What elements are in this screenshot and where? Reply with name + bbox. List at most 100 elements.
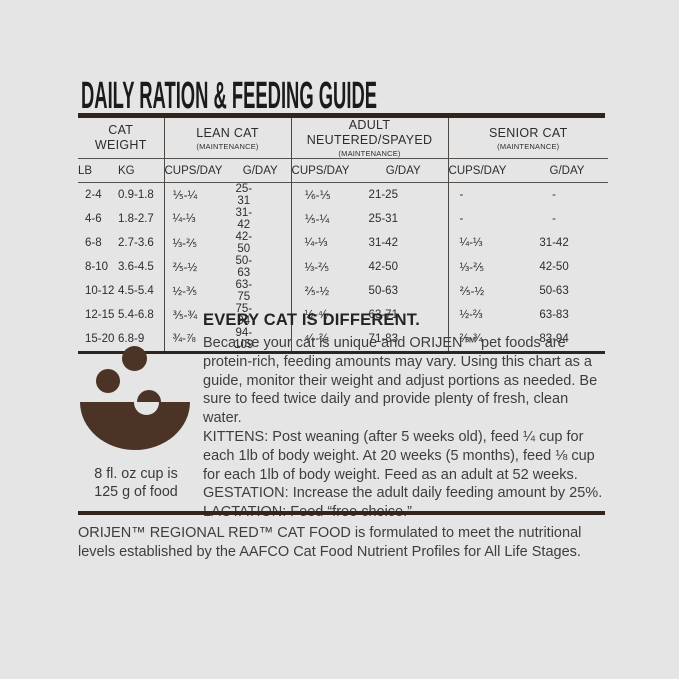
bowl-notch [134, 402, 159, 415]
cell-lb: 6-8 [85, 237, 102, 249]
cell-adult-cups: ⅓-⅖ [290, 255, 360, 279]
cell-lean-cups: ⅕-¼ [163, 182, 230, 207]
page-title-text: DAILY RATION & FEEDING GUIDE [81, 79, 377, 113]
column-header-senior-cups: CUPS/DAY [447, 158, 527, 183]
group-header-cat-weight: CAT WEIGHT [78, 118, 164, 159]
cell-adult-g: 63-71 [368, 309, 398, 321]
cell-lean-g: 25-31 [235, 183, 253, 207]
table-row: 6-8 2.7-3.6 ⅓-⅖ 42-50 ¼-⅓ 31-42 ¼-⅓ 31-42 [78, 231, 608, 255]
cell-lean-cups: ⅗-¾ [163, 303, 230, 327]
aafco-statement: ORIJEN™ REGIONAL RED™ CAT FOOD is formul… [78, 525, 582, 560]
column-header-row: LB KG CUPS/DAY G/DAY CUPS/DAY G/DAY CUPS… [78, 158, 609, 183]
cell-kg: 5.4-6.8 [118, 309, 154, 321]
cell-adult-cups: ½-⁴⁄₇ [290, 303, 360, 327]
cell-kg: 2.7-3.6 [118, 237, 154, 249]
cell-adult-cups: ⅕-¼ [290, 207, 360, 231]
cell-lean-g: 31-42 [235, 207, 253, 231]
cell-lean-g: 50-63 [235, 255, 253, 279]
cell-senior-g: - [552, 213, 556, 225]
cell-adult-cups: ⁴⁄₇-⅔ [290, 327, 360, 351]
cell-lb: 10-12 [85, 285, 115, 297]
cell-senior-g: 31-42 [539, 237, 569, 249]
group-sublabel: (MAINTENANCE) [338, 149, 401, 158]
cell-lean-cups: ½-⅗ [163, 279, 230, 303]
cell-senior-g: 42-50 [539, 261, 569, 273]
cell-adult-g: 25-31 [368, 213, 398, 225]
cell-senior-cups: ½-⅔ [447, 303, 527, 327]
cell-lean-cups: ⅖-½ [163, 255, 230, 279]
cell-adult-cups: ⅙-⅕ [290, 182, 360, 207]
column-header-lb: LB [78, 164, 93, 177]
cell-senior-g: 83-94 [539, 333, 569, 345]
cell-senior-cups: ¼-⅓ [447, 231, 527, 255]
cell-lb: 2-4 [85, 189, 102, 201]
cell-lean-g: 63-75 [235, 279, 253, 303]
cell-lb: 12-15 [85, 309, 115, 321]
cell-adult-g: 31-42 [368, 237, 398, 249]
cell-adult-g: 21-25 [368, 189, 398, 201]
kibble-icon [137, 390, 161, 402]
cell-senior-g: 63-83 [539, 309, 569, 321]
table-row: 8-10 3.6-4.5 ⅖-½ 50-63 ⅓-⅖ 42-50 ⅓-⅖ 42-50 [78, 255, 608, 279]
group-sublabel: (MAINTENANCE) [196, 141, 259, 151]
table-row: 2-4 0.9-1.8 ⅕-¼ 25-31 ⅙-⅕ 21-25 - - [78, 182, 608, 207]
cup-note-line2: 125 g of food [94, 483, 178, 500]
column-header-kg: KG [118, 164, 135, 177]
paragraph-kittens: KITTENS: Post weaning (after 5 weeks old… [203, 428, 595, 483]
cell-lb: 15-20 [85, 333, 115, 345]
cell-senior-cups: - [447, 207, 527, 231]
column-header-lean-g: G/DAY [242, 164, 278, 177]
group-header-row: CAT WEIGHT LEAN CAT (MAINTENANCE) ADULT … [78, 118, 609, 159]
horizontal-divider [78, 511, 605, 515]
cell-adult-g: 42-50 [368, 261, 398, 273]
table-body: 2-4 0.9-1.8 ⅕-¼ 25-31 ⅙-⅕ 21-25- -4-6 1.8-2.7 ¼-… [78, 182, 608, 351]
cell-kg: 4.5-5.4 [118, 285, 154, 297]
kibble-icon [96, 369, 120, 393]
cell-senior-cups: ⅖-½ [447, 279, 527, 303]
cell-lean-g: 75-94 [235, 303, 253, 327]
group-header-adult-neutered-spayed: ADULT NEUTERED/SPAYED (MAINTENANCE) [290, 118, 449, 159]
cell-lean-cups: ⅓-⅖ [163, 231, 230, 255]
group-sublabel: (MAINTENANCE) [497, 141, 560, 151]
paragraph-gestation: GESTATION: Increase the adult daily feed… [203, 485, 603, 502]
cell-senior-g: - [552, 189, 556, 201]
group-header-lean-cat: LEAN CAT (MAINTENANCE) [163, 118, 292, 159]
column-header-adult-cups: CUPS/DAY [290, 158, 360, 183]
cell-lean-cups: ¼-⅓ [163, 207, 230, 231]
feeding-table: CAT WEIGHT LEAN CAT (MAINTENANCE) ADULT … [78, 113, 609, 354]
cell-adult-cups: ⅖-½ [290, 279, 360, 303]
group-label: LEAN CAT [196, 125, 259, 140]
cup-note-line1: 8 fl. oz cup is [94, 466, 178, 482]
cell-lb: 4-6 [85, 213, 102, 225]
column-header-lean-cups: CUPS/DAY [163, 158, 230, 183]
cell-senior-cups: ⅔-¾ [447, 327, 527, 351]
cell-adult-g: 50-63 [368, 285, 398, 297]
group-label: ADULT NEUTERED/SPAYED [306, 118, 433, 147]
cell-kg: 1.8-2.7 [118, 213, 154, 225]
table-row: 15-20 6.8-9 ¾-⅞ 94-109 ⁴⁄₇-⅔ 71-83 ⅔-¾ 83-94 [78, 327, 608, 351]
group-label: SENIOR CAT [489, 125, 568, 140]
feeding-notes: Because your cat is unique and ORIJEN™ p… [203, 334, 609, 522]
cell-lean-g: 42-50 [235, 231, 253, 255]
column-header-adult-g: G/DAY [385, 164, 421, 177]
cell-adult-g: 71-83 [368, 333, 398, 345]
cup-measure-note: 8 fl. oz cup is 125 g of food [75, 466, 197, 502]
cell-kg: 0.9-1.8 [118, 189, 154, 201]
cell-kg: 3.6-4.5 [118, 261, 154, 273]
cell-lean-cups: ¾-⅞ [163, 327, 230, 351]
cell-lean-g: 94-109 [234, 327, 254, 351]
cell-adult-cups: ¼-⅓ [290, 231, 360, 255]
cell-kg: 6.8-9 [118, 333, 145, 345]
cell-senior-cups: ⅓-⅖ [447, 255, 527, 279]
column-header-senior-g: G/DAY [549, 164, 585, 177]
cell-senior-g: 50-63 [539, 285, 569, 297]
cell-lb: 8-10 [85, 261, 109, 273]
table-row: 10-12 4.5-5.4 ½-⅗ 63-75 ⅖-½ 50-63 ⅖-½ 50-63 [78, 279, 608, 303]
daily-ration-table: CAT WEIGHT LEAN CAT (MAINTENANCE) ADULT … [78, 118, 609, 351]
page-title: DAILY RATION & FEEDING GUIDE [81, 79, 377, 113]
group-label: CAT WEIGHT [94, 123, 147, 152]
table-row: 4-6 1.8-2.7 ¼-⅓ 31-42 ⅕-¼ 25-31 - - [78, 207, 608, 231]
paragraph-general: Because your cat is unique and ORIJEN™ p… [203, 335, 598, 427]
cell-senior-cups: - [447, 182, 527, 207]
